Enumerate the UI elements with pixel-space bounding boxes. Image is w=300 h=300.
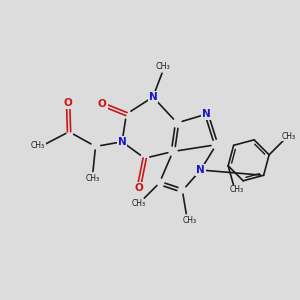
Text: CH₃: CH₃ [31, 141, 45, 150]
Text: CH₃: CH₃ [282, 132, 296, 141]
Text: N: N [118, 137, 126, 147]
Text: CH₃: CH₃ [230, 185, 244, 194]
Text: N: N [196, 165, 205, 175]
Text: O: O [64, 98, 73, 109]
Text: N: N [148, 92, 157, 102]
Text: CH₃: CH₃ [132, 199, 146, 208]
Text: N: N [202, 109, 211, 119]
Text: CH₃: CH₃ [85, 174, 100, 183]
Text: O: O [98, 99, 107, 110]
Text: CH₃: CH₃ [156, 62, 171, 71]
Text: CH₃: CH₃ [183, 216, 197, 225]
Text: O: O [134, 183, 143, 193]
